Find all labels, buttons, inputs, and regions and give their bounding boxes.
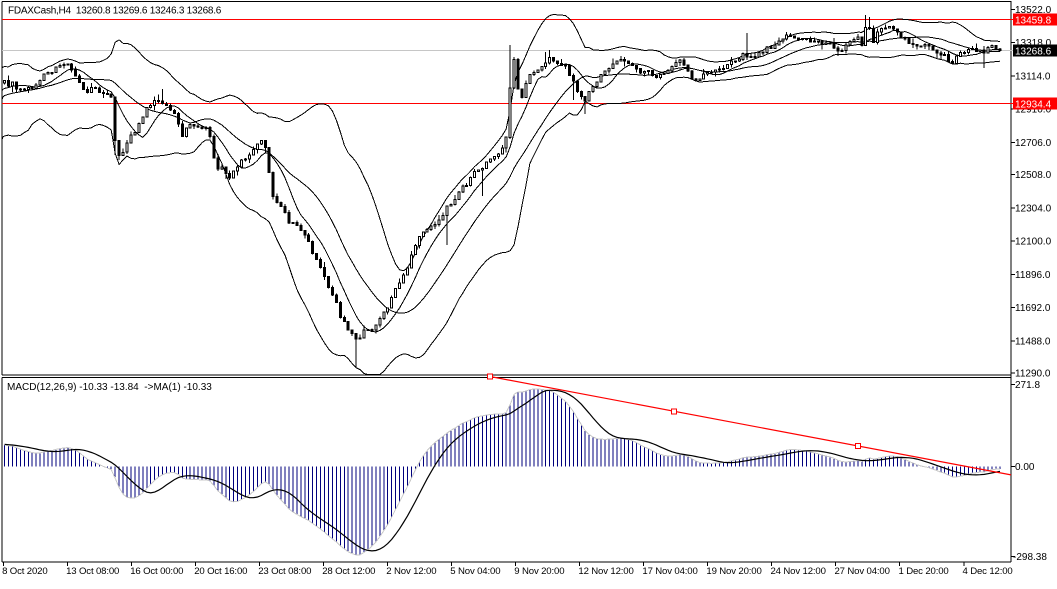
svg-text:8 Oct 2020: 8 Oct 2020 <box>2 566 47 577</box>
svg-text:11290.0: 11290.0 <box>1015 369 1051 380</box>
svg-text:24 Nov 12:00: 24 Nov 12:00 <box>771 566 826 577</box>
svg-text:MACD(12,26,9) -10.33 -13.84 -: MACD(12,26,9) -10.33 -13.84 ->MA(1) -10.… <box>7 382 212 393</box>
svg-text:4 Dec 12:00: 4 Dec 12:00 <box>963 566 1013 577</box>
svg-text:2 Nov 12:00: 2 Nov 12:00 <box>386 566 436 577</box>
svg-text:13318.0: 13318.0 <box>1015 38 1052 49</box>
svg-text:11488.0: 11488.0 <box>1015 336 1051 347</box>
svg-text:27 Nov 04:00: 27 Nov 04:00 <box>835 566 890 577</box>
svg-text:13268.6: 13268.6 <box>1015 47 1052 58</box>
svg-text:12304.0: 12304.0 <box>1015 203 1052 214</box>
svg-text:28 Oct 12:00: 28 Oct 12:00 <box>322 566 375 577</box>
svg-text:12100.0: 12100.0 <box>1015 237 1052 248</box>
svg-text:-298.38: -298.38 <box>1013 552 1047 563</box>
svg-text:5 Nov 04:00: 5 Nov 04:00 <box>450 566 500 577</box>
svg-text:12910.0: 12910.0 <box>1015 105 1052 116</box>
svg-text:16 Oct 00:00: 16 Oct 00:00 <box>130 566 183 577</box>
svg-text:11896.0: 11896.0 <box>1015 270 1051 281</box>
svg-text:13522.0: 13522.0 <box>1015 5 1052 16</box>
svg-text:9 Nov 20:00: 9 Nov 20:00 <box>514 566 564 577</box>
svg-text:13 Oct 08:00: 13 Oct 08:00 <box>66 566 119 577</box>
svg-text:13459.8: 13459.8 <box>1015 15 1052 26</box>
svg-text:271.8: 271.8 <box>1015 380 1040 391</box>
svg-text:12508.0: 12508.0 <box>1015 170 1052 181</box>
svg-text:19 Nov 20:00: 19 Nov 20:00 <box>706 566 761 577</box>
svg-text:11692.0: 11692.0 <box>1015 303 1051 314</box>
svg-text:12706.0: 12706.0 <box>1015 138 1052 149</box>
svg-text:23 Oct 08:00: 23 Oct 08:00 <box>258 566 311 577</box>
svg-text:FDAXCash,H4 13260.8 13269.6 1: FDAXCash,H4 13260.8 13269.6 13246.3 1326… <box>8 6 222 17</box>
svg-text:0.00: 0.00 <box>1015 462 1035 473</box>
svg-text:12 Nov 12:00: 12 Nov 12:00 <box>578 566 633 577</box>
svg-text:1 Dec 20:00: 1 Dec 20:00 <box>899 566 949 577</box>
svg-text:12934.4: 12934.4 <box>1015 100 1052 111</box>
svg-text:13114.0: 13114.0 <box>1015 71 1051 82</box>
svg-text:20 Oct 16:00: 20 Oct 16:00 <box>194 566 247 577</box>
svg-text:17 Nov 04:00: 17 Nov 04:00 <box>642 566 697 577</box>
